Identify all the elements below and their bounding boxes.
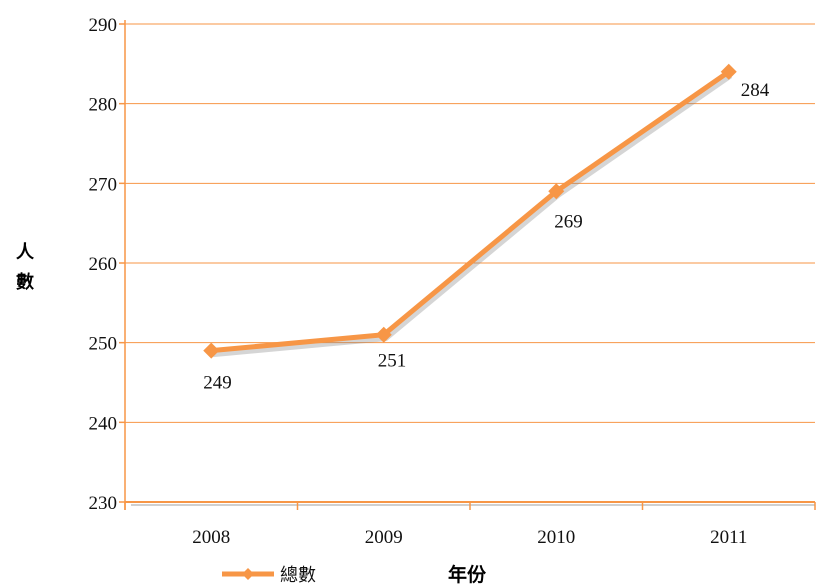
- x-tick-label-2011: 2011: [710, 527, 747, 548]
- data-point-2011: [720, 63, 737, 80]
- legend-marker: [222, 568, 274, 580]
- series-line: [211, 69, 731, 354]
- series-total: [203, 63, 737, 359]
- data-label-2010: 269: [554, 211, 583, 232]
- data-label-2008: 249: [203, 373, 232, 394]
- y-tick-label-250: 250: [89, 334, 118, 355]
- legend: 總數: [222, 562, 316, 586]
- y-tick-label-280: 280: [89, 95, 118, 116]
- y-tick-label-240: 240: [89, 413, 118, 434]
- data-point-2010: [548, 183, 565, 200]
- x-tick-label-2008: 2008: [192, 527, 230, 548]
- series-line-shadow: [213, 73, 733, 358]
- y-tick-label-270: 270: [89, 174, 118, 195]
- legend-entry-total: 總數: [280, 565, 316, 586]
- y-axis-ticks: 230 240 250 260 270 280 290: [89, 15, 125, 514]
- x-axis-label: 年份: [448, 564, 487, 586]
- data-label-2011: 284: [741, 80, 770, 101]
- x-tick-label-2009: 2009: [365, 527, 403, 548]
- y-tick-label-230: 230: [89, 493, 118, 514]
- y-tick-label-290: 290: [89, 15, 118, 36]
- data-point-2009: [375, 326, 392, 343]
- data-labels: 249 251 269 284: [203, 80, 770, 394]
- y-axis-label: 人數: [16, 242, 34, 293]
- y-tick-label-260: 260: [89, 254, 118, 275]
- x-axis-ticks: 2008 2009 2010 2011: [124, 502, 816, 548]
- x-tick-label-2010: 2010: [537, 527, 575, 548]
- data-point-2008: [203, 342, 220, 359]
- data-label-2009: 251: [378, 351, 407, 372]
